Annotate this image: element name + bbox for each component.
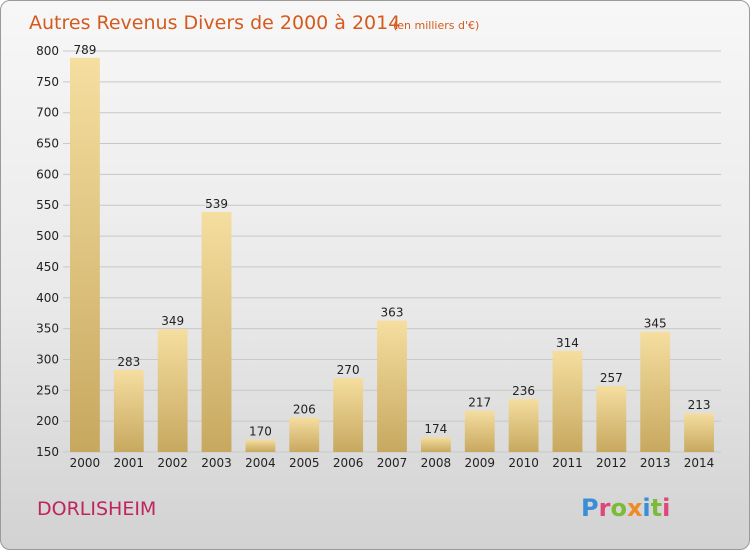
y-tick-label: 300 — [36, 352, 59, 366]
value-label-2006: 270 — [337, 363, 360, 377]
x-axis-ticks: 2000 2001 2002 2003 2004 2005 2006 2007 2008 2009… — [70, 456, 715, 470]
y-tick-label: 700 — [36, 106, 59, 120]
logo-letter: t — [651, 494, 662, 522]
y-tick-label: 500 — [36, 229, 59, 243]
x-tick-label: 2004 — [245, 456, 276, 470]
y-tick-label: 800 — [36, 44, 59, 58]
bar-2002 — [157, 329, 188, 452]
bars: 789 283 349 539 170 206 270 363 174 217 236 314 257 3… — [70, 43, 714, 452]
y-tick-label: 750 — [36, 75, 59, 89]
value-label-2008: 174 — [424, 422, 447, 436]
x-tick-label: 2003 — [201, 456, 232, 470]
x-tick-label: 2013 — [640, 456, 671, 470]
bar-2009 — [464, 410, 495, 452]
value-label-2014: 213 — [688, 398, 711, 412]
bar-2003 — [201, 212, 232, 452]
logo-letter: r — [599, 494, 611, 522]
x-tick-label: 2006 — [333, 456, 364, 470]
x-tick-label: 2001 — [114, 456, 145, 470]
y-tick-label: 150 — [36, 445, 59, 459]
y-tick-label: 650 — [36, 137, 59, 151]
bar-2001 — [113, 369, 144, 452]
y-axis-ticks: 150 200 250 300 350 400 450 500 550 600 650 700 750 8… — [36, 44, 59, 459]
x-tick-label: 2011 — [552, 456, 583, 470]
y-tick-label: 600 — [36, 167, 59, 181]
logo-letter: o — [610, 494, 627, 522]
proxiti-logo: Proxiti — [581, 494, 670, 522]
x-tick-label: 2010 — [508, 456, 539, 470]
bar-2013 — [640, 331, 671, 452]
bar-2008 — [420, 437, 451, 452]
x-tick-label: 2014 — [684, 456, 715, 470]
value-label-2001: 283 — [117, 355, 140, 369]
logo-letter: i — [662, 494, 670, 522]
logo-letter: P — [581, 494, 599, 522]
value-label-2009: 217 — [468, 396, 491, 410]
value-label-2000: 789 — [73, 43, 96, 57]
x-tick-label: 2009 — [464, 456, 495, 470]
x-tick-label: 2008 — [421, 456, 452, 470]
bar-2012 — [596, 385, 627, 452]
y-tick-label: 450 — [36, 260, 59, 274]
value-label-2010: 236 — [512, 384, 535, 398]
bar-2006 — [333, 377, 364, 452]
bar-2011 — [552, 350, 583, 452]
value-label-2002: 349 — [161, 314, 184, 328]
x-tick-label: 2002 — [157, 456, 188, 470]
value-label-2013: 345 — [644, 317, 667, 331]
bar-2000 — [70, 57, 100, 452]
chart-subtitle: (en milliers d'€) — [393, 19, 479, 32]
value-label-2011: 314 — [556, 336, 579, 350]
logo-letter: i — [642, 494, 650, 522]
y-tick-label: 400 — [36, 291, 59, 305]
value-label-2004: 170 — [249, 425, 272, 439]
bar-2014 — [684, 413, 714, 452]
x-tick-label: 2007 — [377, 456, 408, 470]
y-tick-label: 550 — [36, 198, 59, 212]
x-tick-label: 2000 — [70, 456, 101, 470]
bar-2004 — [245, 439, 276, 452]
bar-2010 — [508, 398, 539, 452]
y-tick-label: 250 — [36, 383, 59, 397]
value-label-2012: 257 — [600, 371, 623, 385]
x-tick-label: 2012 — [596, 456, 627, 470]
value-label-2003: 539 — [205, 197, 228, 211]
place-name: DORLISHEIM — [37, 498, 156, 520]
value-label-2005: 206 — [293, 402, 316, 416]
logo-letter: x — [627, 494, 643, 522]
y-tick-label: 350 — [36, 322, 59, 336]
value-label-2007: 363 — [381, 306, 404, 320]
x-tick-label: 2005 — [289, 456, 320, 470]
bar-2005 — [289, 417, 320, 452]
chart-title: Autres Revenus Divers de 2000 à 2014 — [29, 12, 400, 34]
bar-2007 — [377, 320, 407, 452]
y-tick-label: 200 — [36, 414, 59, 428]
